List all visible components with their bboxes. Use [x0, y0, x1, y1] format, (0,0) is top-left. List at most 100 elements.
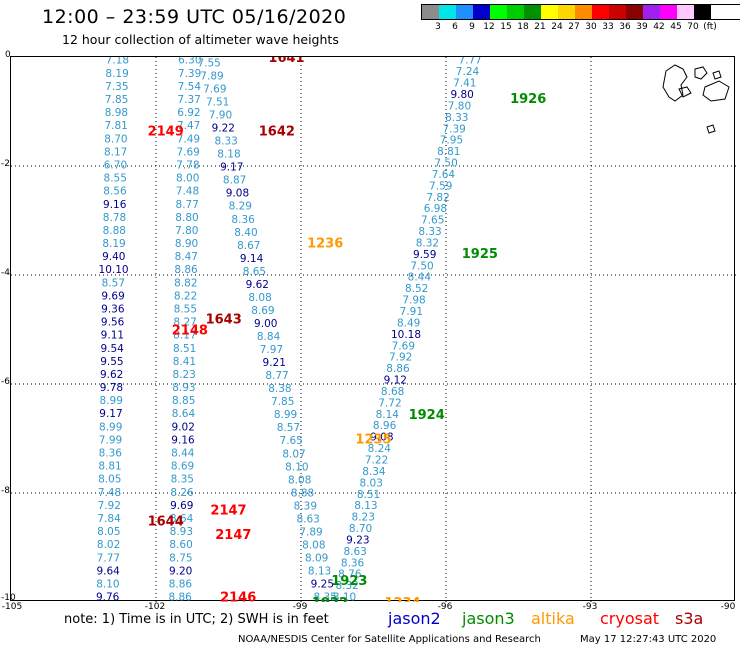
pass-time-label: 1234 — [384, 596, 420, 602]
x-tick-label: -96 — [437, 602, 453, 612]
wave-height-value: 9.55 — [100, 356, 123, 368]
wave-height-value: 8.05 — [98, 474, 121, 486]
wave-height-value: 8.76 — [338, 569, 362, 581]
wave-height-value: 8.57 — [102, 277, 125, 289]
island-outline — [678, 86, 692, 98]
wave-height-value: 7.55 — [197, 57, 220, 69]
wave-height-value: 8.52 — [405, 283, 428, 295]
color-scale-label: 30 — [585, 22, 597, 32]
y-tick-label: -6 — [1, 377, 10, 387]
wave-height-value: 8.93 — [172, 382, 195, 394]
wave-height-value: 8.68 — [381, 386, 404, 398]
wave-height-value: 8.99 — [99, 421, 122, 433]
wave-height-value: 7.50 — [434, 158, 457, 170]
wave-height-value: 8.55 — [174, 303, 197, 315]
wave-height-value: 8.67 — [237, 240, 260, 252]
map-plot-area: 7.18 8.19 7.35 7.85 8.98 7.81 8.70 8.17 6.70 8.55… — [10, 56, 736, 602]
wave-height-value: 8.55 — [104, 173, 127, 185]
color-swatch — [456, 5, 473, 19]
wave-height-value: 8.35 — [171, 474, 194, 486]
pass-time-label: 1924 — [409, 408, 445, 423]
wave-height-value: 8.03 — [360, 477, 383, 489]
wave-height-value: 9.16 — [103, 199, 127, 211]
color-swatch — [490, 5, 507, 19]
satellite-legend-s3a: s3a — [675, 609, 704, 628]
color-swatch — [626, 5, 643, 19]
wave-height-value: 8.82 — [174, 277, 197, 289]
color-swatch — [473, 5, 490, 19]
wave-height-value: 8.63 — [343, 546, 366, 558]
color-scale-label: (ft) — [703, 22, 717, 32]
wave-height-value: 9.12 — [384, 375, 407, 387]
wave-height-value: 7.41 — [453, 78, 476, 90]
wave-height-value: 9.08 — [370, 432, 393, 444]
wave-height-value: 8.36 — [231, 214, 255, 226]
wave-height-value: 7.89 — [200, 70, 223, 82]
pass-time-label: 1923 — [331, 574, 367, 589]
wave-height-value: 9.69 — [170, 500, 193, 512]
x-tick-label: -90 — [720, 602, 736, 612]
island-outline — [662, 64, 688, 102]
wave-height-value: 7.18 — [106, 57, 129, 67]
wave-height-value: 8.57 — [277, 422, 300, 434]
wave-height-value: 7.98 — [402, 295, 425, 307]
color-swatch — [439, 5, 456, 19]
wave-height-value: 7.92 — [98, 500, 121, 512]
wave-height-value: 8.93 — [170, 526, 193, 538]
wave-height-value: 8.19 — [102, 238, 125, 250]
wave-height-value: 8.10 — [285, 461, 308, 473]
wave-height-value: 8.85 — [172, 395, 195, 407]
color-scale-label: 12 — [483, 22, 495, 32]
wave-height-value: 7.77 — [97, 552, 120, 564]
wave-height-value: 7.99 — [99, 434, 122, 446]
color-scale-label: 6 — [452, 22, 458, 32]
wave-height-value: 9.40 — [102, 251, 125, 263]
wave-height-value: 7.64 — [432, 169, 456, 181]
wave-height-value: 8.08 — [288, 474, 311, 486]
page-title: 12:00 – 23:59 UTC 05/16/2020 — [42, 6, 347, 28]
wave-height-value: 8.86 — [168, 592, 192, 602]
color-swatch — [558, 5, 575, 19]
wave-height-value: 7.92 — [389, 352, 412, 364]
wave-height-value: 9.23 — [346, 534, 369, 546]
wave-height-value: 7.97 — [260, 344, 283, 356]
color-scale-label: 42 — [653, 22, 665, 32]
color-scale-label: 15 — [500, 22, 512, 32]
wave-height-value: 8.56 — [103, 186, 127, 198]
wave-height-value: 8.08 — [302, 539, 325, 551]
wave-height-value: 7.91 — [400, 306, 423, 318]
wave-height-value: 6.70 — [104, 159, 127, 171]
wave-height-value: 7.69 — [176, 146, 199, 158]
wave-height-value: 7.78 — [176, 159, 199, 171]
wave-height-value: 6.92 — [177, 107, 200, 119]
island-outline — [694, 66, 708, 80]
wave-height-value: 9.56 — [101, 317, 125, 329]
color-scale-label: 27 — [568, 22, 580, 32]
wave-height-value: 8.70 — [349, 523, 372, 535]
wave-height-value: 8.41 — [173, 356, 196, 368]
wave-height-value: 8.64 — [170, 513, 194, 525]
wave-height-value: 8.86 — [169, 578, 193, 590]
wave-height-value: 8.33 — [445, 112, 468, 124]
wave-height-value: 8.51 — [357, 489, 380, 501]
wave-height-value: 6.98 — [424, 203, 447, 215]
wave-height-value: 8.27 — [173, 317, 196, 329]
color-swatch — [643, 5, 660, 19]
wave-height-value: 7.50 — [410, 260, 433, 272]
color-swatch — [541, 5, 558, 19]
wave-height-value: 8.88 — [103, 225, 126, 237]
color-swatch — [422, 5, 439, 19]
wave-height-value: 8.35 — [313, 592, 336, 602]
wave-height-value: 9.76 — [96, 592, 120, 602]
x-tick-label: -99 — [292, 602, 308, 612]
wave-height-value: 8.78 — [103, 212, 126, 224]
wave-height-value: 9.36 — [101, 303, 125, 315]
wave-height-value: 7.80 — [175, 225, 198, 237]
wave-height-value: 7.95 — [440, 135, 463, 147]
color-scale-labels: 3 6 9 12 15 18 21 24 27 30 33 36 39 42 45 70 (ft) — [421, 20, 740, 34]
x-tick-label: -105 — [1, 602, 23, 612]
wave-height-value: 8.88 — [291, 487, 314, 499]
island-outline — [706, 124, 716, 134]
wave-height-value: 8.24 — [368, 443, 392, 455]
